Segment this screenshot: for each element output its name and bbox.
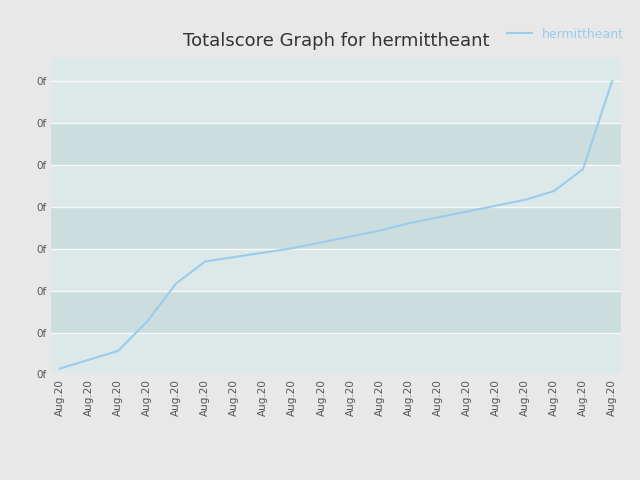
Bar (51, 81, 621, 123)
Bar (51, 290, 621, 333)
Bar (51, 249, 621, 290)
hermittheant (317, 240, 325, 245)
hermittheant (579, 166, 587, 172)
Line: hermittheant: hermittheant (60, 81, 612, 369)
hermittheant (202, 259, 209, 264)
hermittheant (434, 215, 442, 220)
hermittheant (172, 281, 180, 287)
hermittheant (289, 245, 296, 251)
hermittheant (550, 188, 558, 194)
hermittheant (259, 250, 267, 255)
hermittheant (608, 78, 616, 84)
Bar (51, 333, 621, 374)
hermittheant (405, 220, 413, 226)
hermittheant (230, 254, 238, 260)
Title: Totalscore Graph for hermittheant: Totalscore Graph for hermittheant (183, 33, 489, 50)
hermittheant (347, 234, 355, 240)
hermittheant (521, 197, 529, 203)
hermittheant (114, 348, 122, 354)
hermittheant (85, 357, 93, 362)
hermittheant (376, 228, 383, 234)
hermittheant (56, 366, 64, 372)
Bar (51, 165, 621, 207)
Bar (51, 58, 621, 81)
Legend: hermittheant: hermittheant (502, 23, 628, 46)
Bar (51, 207, 621, 249)
hermittheant (463, 209, 470, 215)
Bar (51, 123, 621, 165)
hermittheant (492, 203, 500, 209)
hermittheant (143, 319, 151, 324)
